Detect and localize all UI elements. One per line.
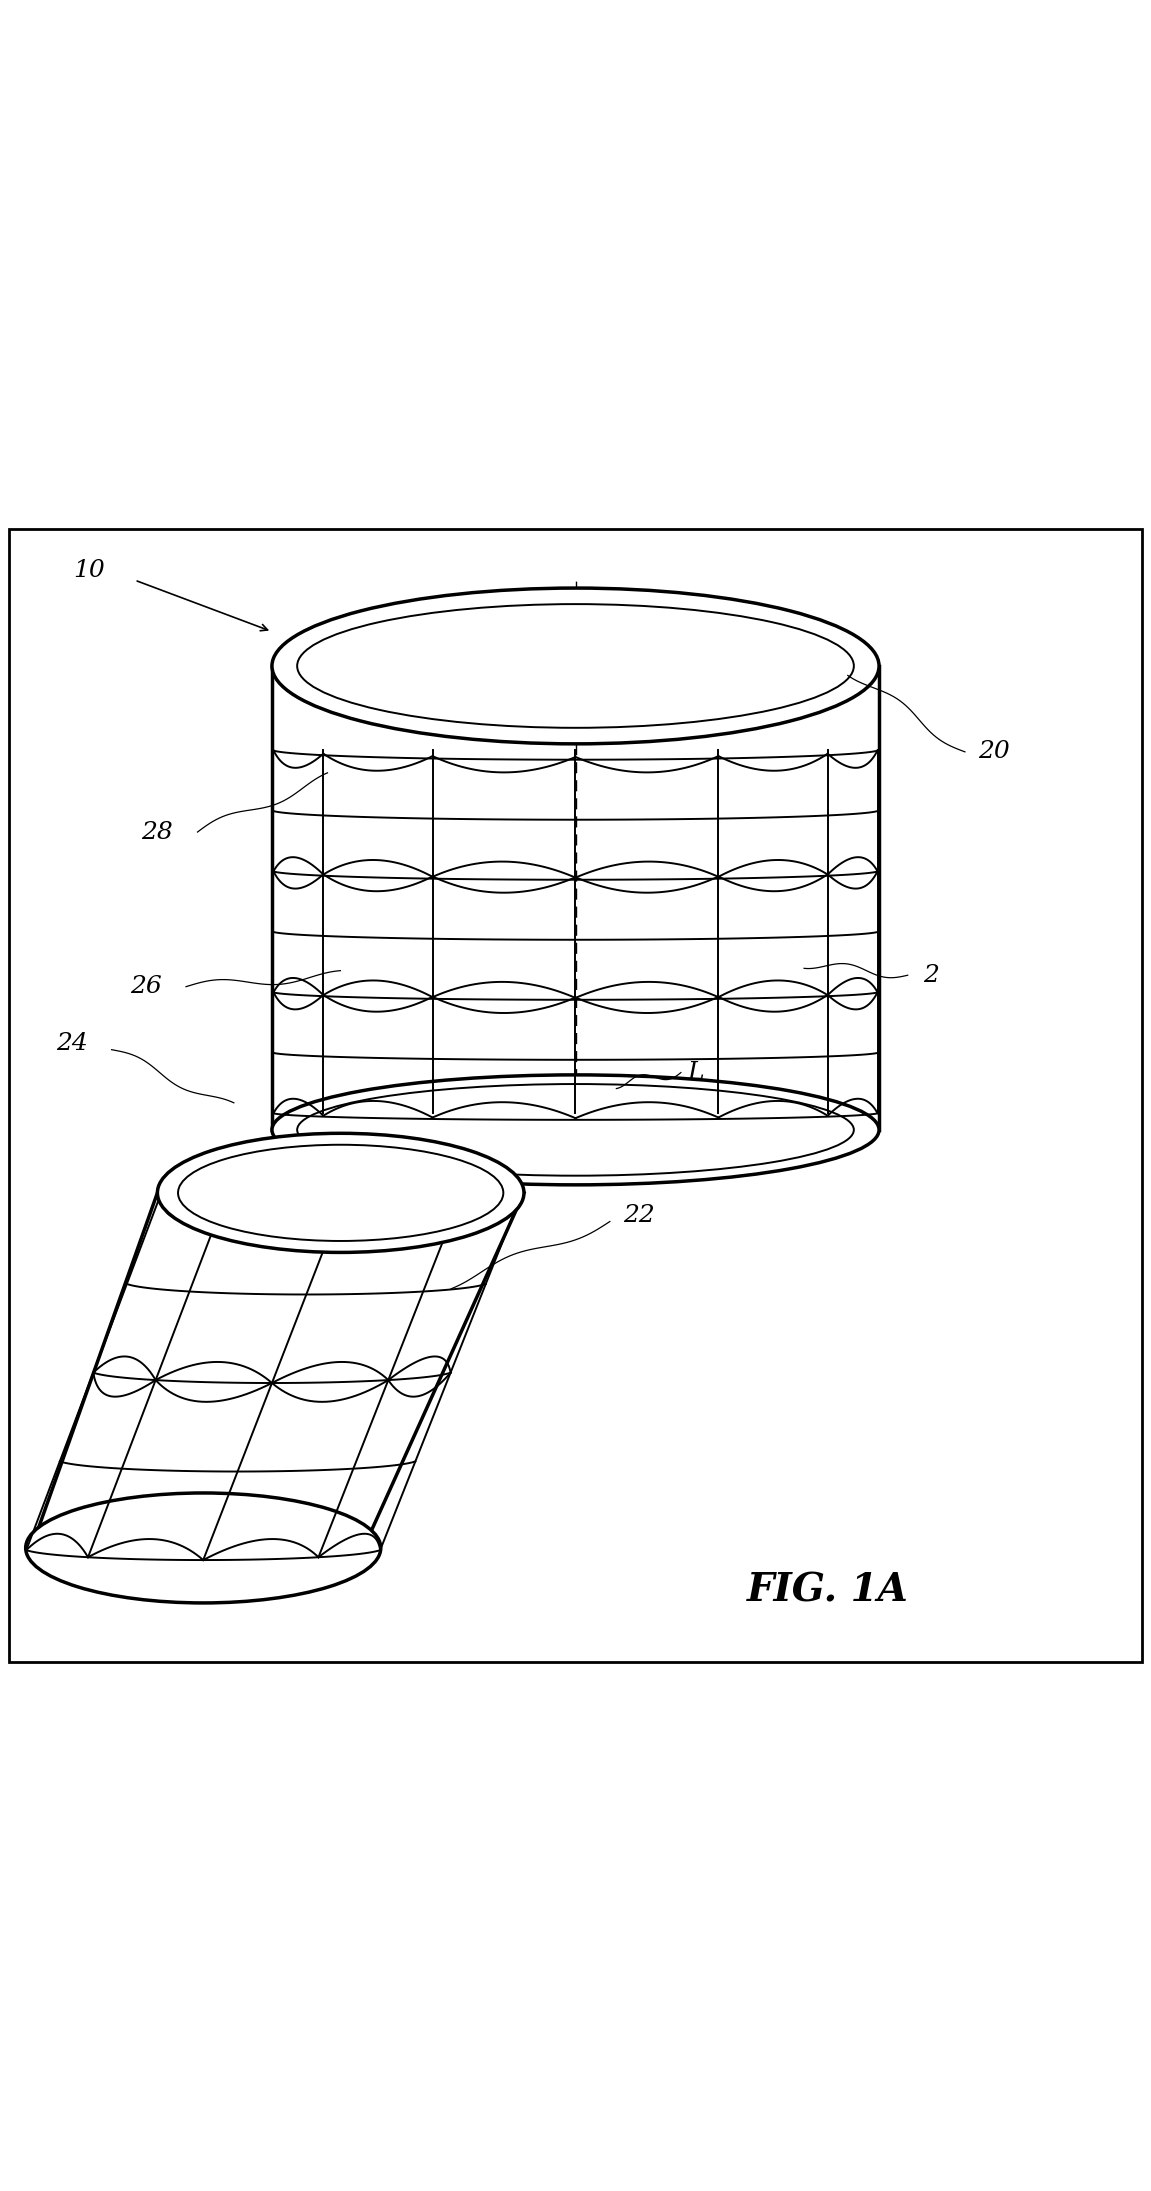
Text: L: L xyxy=(687,1060,704,1085)
Text: 2: 2 xyxy=(923,964,938,986)
Ellipse shape xyxy=(272,1076,879,1185)
Ellipse shape xyxy=(158,1133,524,1253)
Ellipse shape xyxy=(25,1492,381,1604)
Ellipse shape xyxy=(272,587,879,745)
Text: 20: 20 xyxy=(977,741,1009,762)
Text: FIG. 1A: FIG. 1A xyxy=(747,1571,908,1610)
Text: 22: 22 xyxy=(623,1205,655,1227)
Text: 26: 26 xyxy=(130,975,162,999)
Text: 10: 10 xyxy=(73,559,105,583)
Text: 24: 24 xyxy=(55,1032,87,1056)
Text: 28: 28 xyxy=(142,822,174,844)
